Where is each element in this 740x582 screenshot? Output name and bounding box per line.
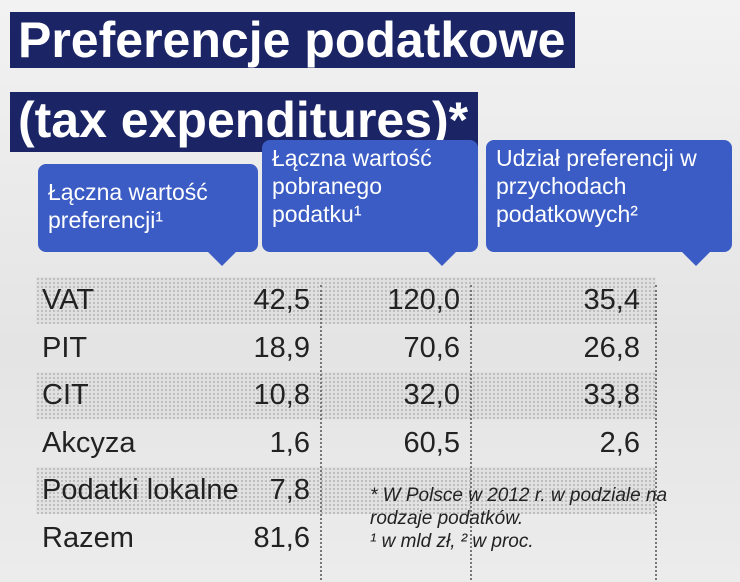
column-header: Udział preferencji w przychodach podatko… <box>486 140 732 266</box>
row-label: CIT <box>42 379 89 411</box>
footnote: ¹ w mld zł, ² w proc. <box>370 531 534 552</box>
column-header: Łączna wartość preferencji¹ <box>38 164 258 266</box>
cell: 1,6 <box>269 426 310 459</box>
title-line: Preferencje podatkowe <box>10 12 576 68</box>
row-label: VAT <box>42 284 95 316</box>
table-row: Razem 81,6 <box>36 515 656 562</box>
cell: 42,5 <box>253 284 310 316</box>
cell: 60,5 <box>403 426 460 459</box>
divider <box>470 285 472 580</box>
footnotes: * W Polsce w 2012 r. w podziale na rodza… <box>370 484 700 553</box>
row-label: PIT <box>42 331 88 364</box>
row-label: Podatki lokalne <box>42 474 239 506</box>
cell: 120,0 <box>387 284 460 316</box>
row-label: Razem <box>42 521 134 554</box>
title-line: (tax expenditures)* <box>10 92 479 152</box>
divider <box>320 285 322 580</box>
cell: 35,4 <box>583 284 640 316</box>
row-label: Akcyza <box>42 426 136 459</box>
cell: 70,6 <box>403 331 460 364</box>
column-header: Łączna wartość pobranego podatku¹ <box>262 140 478 266</box>
cell: 32,0 <box>403 379 460 411</box>
divider <box>655 285 657 580</box>
table-row: PIT 18,9 70,6 26,8 <box>36 325 656 372</box>
table-row: Akcyza 1,6 60,5 2,6 <box>36 420 656 467</box>
cell: 26,8 <box>583 331 640 364</box>
table-row: CIT 10,8 32,0 33,8 <box>36 372 656 419</box>
cell: 7,8 <box>269 474 310 506</box>
table-row: Podatki lokalne 7,8 <box>36 467 656 514</box>
cell: 81,6 <box>253 521 310 554</box>
cell: 33,8 <box>583 379 640 411</box>
table-row: VAT 42,5 120,0 35,4 <box>36 277 656 324</box>
footnote: * W Polsce w 2012 r. w podziale na rodza… <box>370 485 668 529</box>
cell: 2,6 <box>599 426 640 459</box>
cell: 10,8 <box>253 379 310 411</box>
cell: 18,9 <box>253 331 310 364</box>
